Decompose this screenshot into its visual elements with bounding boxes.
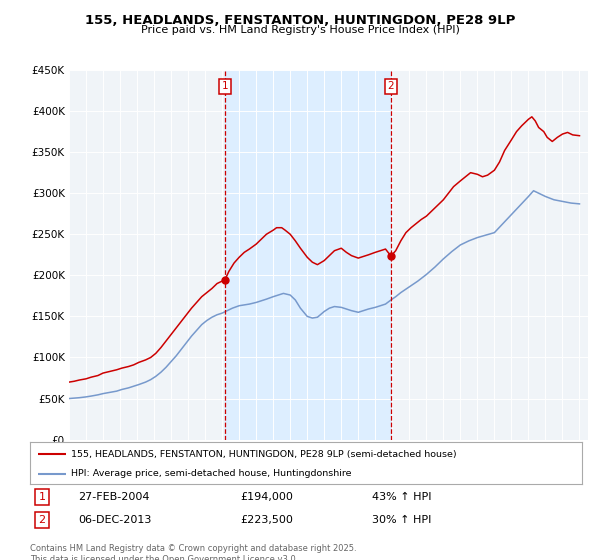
Text: HPI: Average price, semi-detached house, Huntingdonshire: HPI: Average price, semi-detached house,… xyxy=(71,469,352,478)
Text: Price paid vs. HM Land Registry's House Price Index (HPI): Price paid vs. HM Land Registry's House … xyxy=(140,25,460,35)
Text: 43% ↑ HPI: 43% ↑ HPI xyxy=(372,492,431,502)
Text: 155, HEADLANDS, FENSTANTON, HUNTINGDON, PE28 9LP: 155, HEADLANDS, FENSTANTON, HUNTINGDON, … xyxy=(85,14,515,27)
Text: £194,000: £194,000 xyxy=(240,492,293,502)
Text: Contains HM Land Registry data © Crown copyright and database right 2025.
This d: Contains HM Land Registry data © Crown c… xyxy=(30,544,356,560)
Text: £223,500: £223,500 xyxy=(240,515,293,525)
Text: 1: 1 xyxy=(221,81,228,91)
Text: 1: 1 xyxy=(38,492,46,502)
Text: 30% ↑ HPI: 30% ↑ HPI xyxy=(372,515,431,525)
Text: 2: 2 xyxy=(388,81,394,91)
Text: 2: 2 xyxy=(38,515,46,525)
Text: 06-DEC-2013: 06-DEC-2013 xyxy=(78,515,151,525)
Text: 155, HEADLANDS, FENSTANTON, HUNTINGDON, PE28 9LP (semi-detached house): 155, HEADLANDS, FENSTANTON, HUNTINGDON, … xyxy=(71,450,457,459)
Bar xyxy=(225,70,391,440)
Text: 27-FEB-2004: 27-FEB-2004 xyxy=(78,492,149,502)
